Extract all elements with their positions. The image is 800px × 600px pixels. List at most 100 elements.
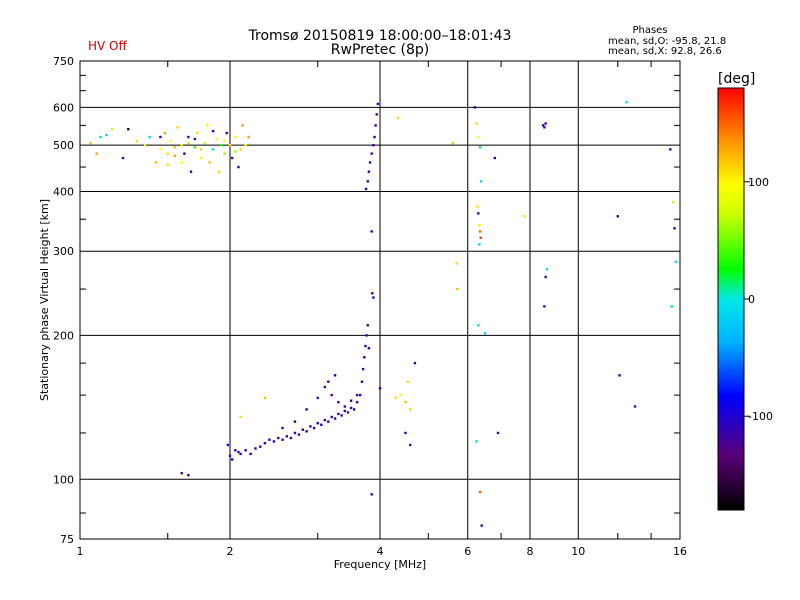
data-point <box>309 425 312 428</box>
data-point <box>360 380 364 383</box>
data-point <box>451 141 455 145</box>
data-point <box>477 324 480 327</box>
data-point <box>219 143 223 147</box>
data-point <box>105 133 108 137</box>
data-point <box>378 387 382 390</box>
data-point <box>244 449 247 452</box>
data-point <box>89 141 92 145</box>
data-point <box>193 146 197 149</box>
data-point <box>187 141 190 145</box>
data-point <box>237 450 240 454</box>
data-point <box>180 471 183 475</box>
data-point <box>203 141 206 145</box>
colorbar-ticks: 100 0 -100 <box>744 176 773 423</box>
data-point <box>234 449 237 452</box>
x-tick-label: 16 <box>673 545 687 558</box>
data-points <box>89 100 678 527</box>
y-tick-label: 750 <box>53 55 74 68</box>
data-point <box>473 106 477 109</box>
plot-frame <box>79 60 681 540</box>
data-point <box>244 143 247 147</box>
data-point <box>316 422 319 425</box>
data-point <box>169 139 172 143</box>
data-point <box>343 409 347 413</box>
data-point <box>618 374 621 377</box>
data-point <box>370 152 373 155</box>
data-point <box>409 443 412 447</box>
chart-subtitle: RwPretec (8p) <box>331 42 429 58</box>
data-point <box>330 415 333 419</box>
data-point <box>316 396 319 400</box>
data-point <box>669 148 672 151</box>
data-point <box>616 215 619 218</box>
data-point <box>327 380 330 383</box>
colorbar-tick-label: 100 <box>748 176 769 189</box>
data-point <box>364 344 367 348</box>
data-point <box>249 452 252 456</box>
data-point <box>374 124 377 127</box>
data-point <box>241 124 244 127</box>
data-point <box>154 161 158 164</box>
data-point <box>406 380 410 383</box>
data-point <box>349 406 353 410</box>
data-point <box>327 420 330 423</box>
data-point <box>320 423 323 427</box>
data-point <box>633 405 637 408</box>
data-point <box>281 426 284 430</box>
data-point <box>358 393 362 397</box>
x-tick-label: 4 <box>377 545 384 558</box>
data-point <box>365 334 368 337</box>
data-point <box>208 161 211 164</box>
data-point <box>254 447 257 450</box>
data-point <box>166 152 169 155</box>
data-point <box>370 230 373 233</box>
data-point <box>99 135 102 139</box>
data-point <box>367 170 371 173</box>
data-point <box>475 122 478 125</box>
data-point <box>148 135 151 139</box>
data-point <box>349 399 353 402</box>
data-point <box>193 137 197 141</box>
data-point <box>110 127 114 131</box>
data-point <box>159 148 162 151</box>
data-point <box>371 292 374 295</box>
data-point <box>625 100 628 104</box>
data-point <box>330 393 333 397</box>
data-point <box>277 436 280 440</box>
data-point <box>478 224 481 227</box>
data-point <box>196 131 199 135</box>
data-point <box>375 113 378 116</box>
data-point <box>478 243 481 246</box>
hv-status-label: HV Off <box>88 39 127 53</box>
data-point <box>234 150 237 153</box>
x-tick-label: 8 <box>527 545 534 558</box>
data-point <box>263 396 267 400</box>
data-point <box>394 396 397 400</box>
data-point <box>180 143 183 147</box>
data-point <box>496 431 500 435</box>
data-point <box>396 116 400 120</box>
grid-lines <box>80 61 680 539</box>
data-point <box>370 493 373 496</box>
data-point <box>333 374 337 377</box>
y-tick-label: 100 <box>53 473 74 486</box>
colorbar <box>717 87 745 511</box>
data-point <box>215 137 218 141</box>
data-point <box>373 135 376 139</box>
data-point <box>493 156 497 160</box>
data-point <box>187 473 190 477</box>
x-tick-label: 2 <box>227 545 234 558</box>
phases-o-stats: mean, sd,O: -95.8, 21.8 <box>608 36 726 47</box>
data-point <box>545 268 549 271</box>
colorbar-tick-label: -100 <box>748 410 773 423</box>
data-point <box>247 135 250 139</box>
data-point <box>477 135 480 139</box>
data-point <box>301 428 305 431</box>
data-point <box>293 420 297 423</box>
data-point <box>183 152 186 155</box>
data-point <box>404 431 407 435</box>
data-point <box>189 170 193 173</box>
data-point <box>372 296 375 299</box>
data-point <box>404 400 407 404</box>
